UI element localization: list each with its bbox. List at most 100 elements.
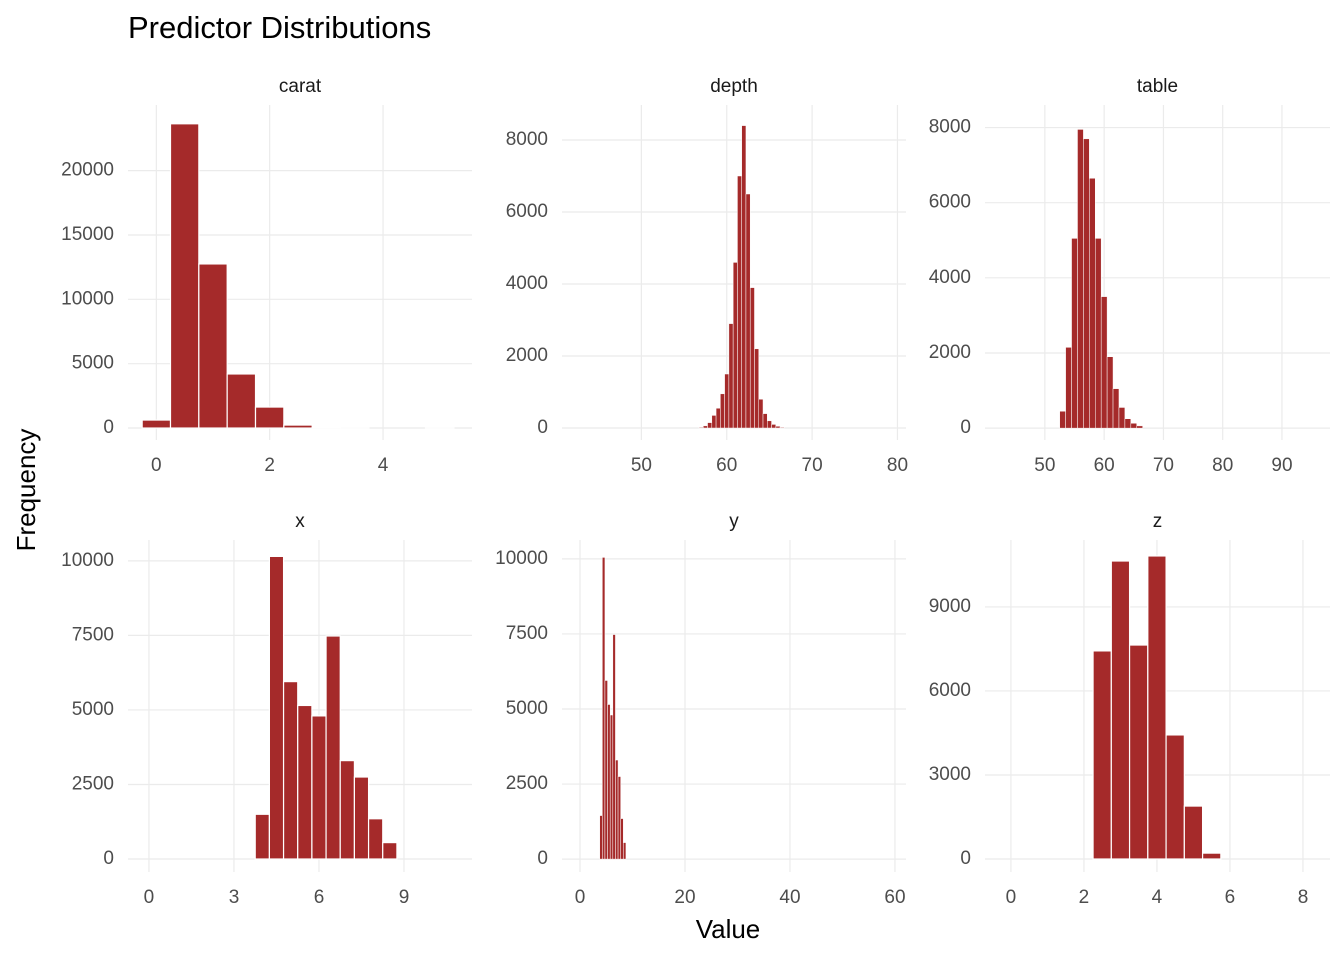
histogram-bar [1128, 644, 1149, 860]
x-tick-label: 20 [674, 887, 695, 908]
facet-label: x [295, 511, 305, 532]
histogram-bar [1089, 178, 1096, 429]
histogram-bar [1092, 650, 1112, 860]
y-tick-label: 4000 [506, 273, 548, 294]
facet-label: table [1137, 76, 1178, 97]
x-tick-label: 2 [1079, 887, 1090, 908]
x-tick-label: 6 [314, 887, 325, 908]
facet-label: depth [710, 76, 758, 97]
histogram-bar [1100, 296, 1108, 429]
histogram-bar [715, 407, 721, 429]
x-tick-label: 70 [1153, 455, 1174, 476]
facet-label: carat [279, 76, 322, 97]
y-tick-label: 6000 [929, 192, 971, 213]
x-tick-label: 3 [229, 887, 240, 908]
histogram-bar [254, 406, 285, 429]
histogram-bar [268, 555, 285, 860]
histogram-bar [707, 422, 713, 429]
y-tick-label: 6000 [506, 201, 548, 222]
y-tick-label: 9000 [929, 596, 971, 617]
x-tick-label: 4 [378, 455, 389, 476]
x-tick-label: 60 [716, 455, 737, 476]
histogram-bar [1110, 560, 1131, 860]
histogram-bar [353, 776, 370, 860]
histogram-bar [623, 842, 627, 860]
y-tick-label: 2500 [506, 773, 548, 794]
x-tick-label: 90 [1271, 455, 1292, 476]
y-tick-label: 8000 [929, 117, 971, 138]
x-tick-label: 80 [887, 455, 908, 476]
x-tick-label: 9 [399, 887, 410, 908]
y-tick-label: 4000 [929, 267, 971, 288]
histogram-bar [602, 557, 606, 860]
y-tick-label: 8000 [506, 129, 548, 150]
y-tick-label: 10000 [61, 550, 114, 571]
histogram-bar [1059, 410, 1066, 429]
x-tick-label: 0 [575, 887, 586, 908]
y-tick-label: 10000 [495, 548, 548, 569]
histogram-bar [599, 815, 603, 860]
facet-label: z [1153, 511, 1163, 532]
histogram-bar [1147, 555, 1167, 860]
facet-label: y [729, 511, 739, 532]
histogram-bar [724, 373, 730, 429]
histogram-bar [226, 373, 257, 429]
x-tick-label: 50 [1034, 455, 1055, 476]
histogram-bar [720, 393, 725, 429]
histogram-bar [1136, 425, 1143, 429]
y-tick-label: 7500 [72, 624, 114, 645]
y-tick-label: 15000 [61, 224, 114, 245]
y-tick-label: 0 [960, 417, 971, 438]
y-tick-label: 3000 [929, 764, 971, 785]
histogram-bar [698, 427, 704, 429]
histogram-bar [728, 323, 734, 429]
y-tick-label: 2000 [506, 345, 548, 366]
y-tick-label: 5000 [506, 698, 548, 719]
histogram-bar [617, 776, 621, 860]
histogram-bar [762, 413, 768, 429]
histogram-bar [141, 419, 172, 429]
histogram-bar [311, 715, 327, 860]
x-tick-label: 40 [779, 887, 800, 908]
histogram-bar [339, 760, 356, 860]
histogram-bar [620, 818, 624, 860]
histogram-bar [283, 424, 313, 429]
histogram-bar [711, 415, 717, 429]
y-tick-label: 5000 [72, 699, 114, 720]
y-tick-label: 0 [103, 848, 114, 869]
histogram-bar [1201, 852, 1222, 860]
histogram-bar [169, 123, 200, 429]
y-tick-label: 2000 [929, 342, 971, 363]
histogram-bar [732, 262, 738, 429]
histogram-bar [779, 427, 785, 429]
histogram-bar [367, 818, 384, 860]
histogram-bar [1124, 418, 1132, 429]
histogram-bar [609, 714, 614, 860]
y-axis-label: Frequency [11, 429, 41, 552]
y-tick-label: 0 [537, 848, 548, 869]
histogram-bar [382, 842, 398, 860]
x-tick-label: 60 [884, 887, 905, 908]
y-tick-label: 10000 [61, 288, 114, 309]
y-tick-label: 20000 [61, 160, 114, 181]
histogram-bar [1112, 388, 1120, 429]
x-tick-label: 8 [1298, 887, 1309, 908]
histogram-bar [1065, 347, 1072, 429]
histogram-bar [767, 420, 772, 429]
histogram-bar [615, 759, 619, 860]
x-tick-label: 0 [151, 455, 162, 476]
histogram-bar [1083, 138, 1090, 429]
histogram-bar [198, 263, 228, 429]
y-tick-label: 2500 [72, 773, 114, 794]
x-tick-label: 60 [1094, 455, 1115, 476]
histogram-bar [282, 681, 299, 860]
x-tick-label: 6 [1225, 887, 1236, 908]
x-tick-label: 4 [1152, 887, 1163, 908]
chart-title: Predictor Distributions [128, 10, 431, 45]
histogram-bar [297, 704, 313, 860]
x-axis-label: Value [696, 914, 761, 944]
histogram-bar [737, 175, 742, 429]
histogram-bar [1183, 805, 1204, 860]
y-tick-label: 0 [960, 848, 971, 869]
